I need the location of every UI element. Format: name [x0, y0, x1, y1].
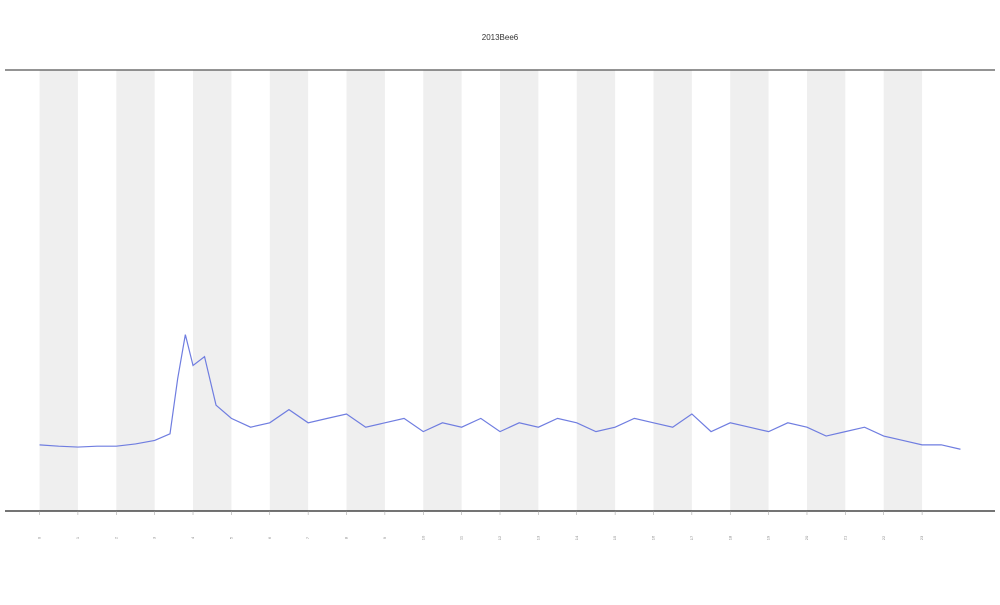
shaded-band [346, 70, 385, 511]
shaded-band [39, 70, 78, 511]
x-tick-label: 14 [574, 535, 579, 540]
shaded-band [883, 70, 923, 511]
x-tick-label: 2 [113, 536, 118, 539]
x-tick-label: 12 [497, 535, 502, 540]
bands [39, 70, 923, 511]
shaded-band [269, 70, 309, 511]
x-tick-label: 5 [228, 536, 233, 539]
x-tick-label: 6 [267, 536, 272, 539]
x-tick-label: 19 [766, 535, 771, 540]
x-tick-label: 1 [75, 536, 80, 539]
shaded-band [500, 70, 539, 511]
x-tick-label: 8 [344, 536, 349, 539]
x-tick-label: 0 [37, 536, 42, 539]
x-tick-label: 7 [305, 536, 310, 539]
x-tick-label: 9 [382, 536, 387, 539]
chart-title: 2013Bee6 [482, 33, 519, 42]
x-tick-label: 13 [535, 535, 540, 540]
shaded-band [116, 70, 155, 511]
shaded-band [730, 70, 769, 511]
series-line [39, 334, 961, 450]
x-tick-label: 15 [612, 535, 617, 540]
x-tick-label: 17 [689, 535, 694, 540]
shaded-band [423, 70, 462, 511]
x-tick-label: 20 [804, 535, 809, 540]
x-tick-label: 10 [420, 535, 425, 540]
x-tick-label: 23 [919, 535, 924, 540]
x-tick-label: 3 [152, 536, 157, 539]
x-tick-label: 21 [842, 535, 847, 540]
x-tick-label: 22 [881, 535, 886, 540]
shaded-band [576, 70, 616, 511]
x-tick-label: 11 [459, 535, 464, 540]
x-tick-label: 4 [190, 536, 195, 539]
x-tick-label: 16 [651, 535, 656, 540]
shaded-band [806, 70, 846, 511]
x-tick-label: 18 [727, 535, 732, 540]
shaded-band [653, 70, 692, 511]
shaded-band [193, 70, 232, 511]
